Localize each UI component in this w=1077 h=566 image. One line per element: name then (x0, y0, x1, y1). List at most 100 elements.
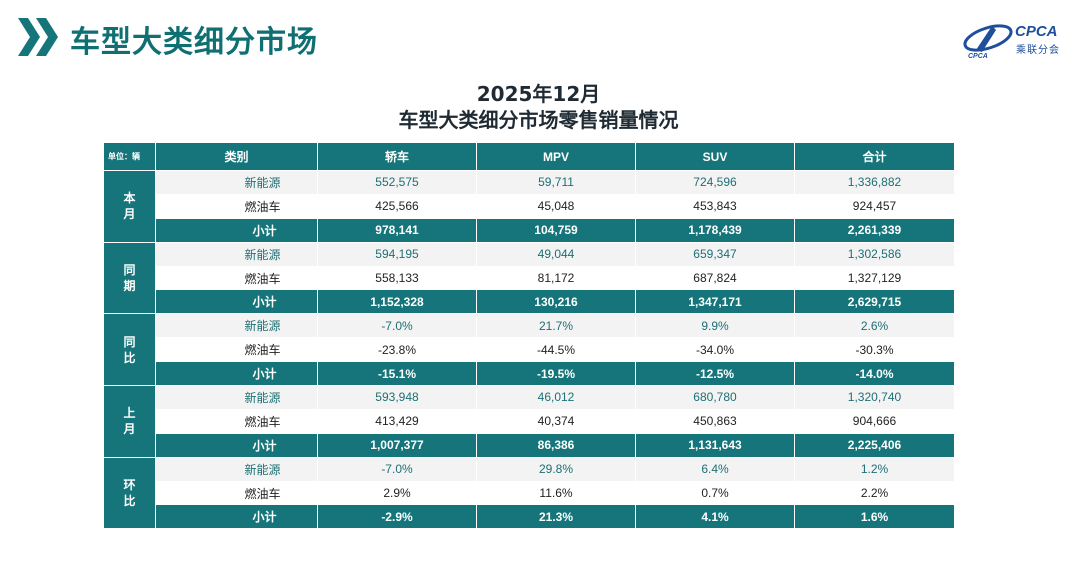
value-cell: 1,302,586 (794, 241, 955, 267)
value-cell: -2.9% (317, 504, 477, 530)
value-cell: -12.5% (635, 361, 795, 387)
table-row: 燃油车 425,566 45,048 453,843 924,457 (104, 193, 955, 219)
value-cell: -14.0% (794, 361, 955, 387)
value-cell: 130,216 (476, 289, 636, 315)
table-row: 燃油车 -23.8% -44.5% -34.0% -30.3% (104, 337, 955, 363)
category-cell: 小计 (155, 217, 318, 243)
value-cell: 49,044 (476, 241, 636, 267)
table-row: 燃油车 413,429 40,374 450,863 904,666 (104, 408, 955, 434)
table-row: 同比 新能源 -7.0% 21.7% 9.9% 2.6% (103, 313, 955, 387)
group-label: 本月 (103, 170, 156, 243)
value-cell: 978,141 (317, 217, 477, 243)
group-label-char: 月 (123, 422, 136, 437)
value-cell: 924,457 (794, 193, 955, 219)
category-cell: 燃油车 (155, 337, 318, 363)
sales-table: 单位：辆 类别 轿车 MPV SUV 合计 本月新能源 552,575 59,711… (103, 142, 955, 530)
value-cell: 1.2% (794, 456, 955, 482)
table-row: 本月新能源 552,575 59,711 724,596 1,336,882 (103, 170, 955, 243)
logo-text: CPCA (1015, 23, 1058, 40)
value-cell: -7.0% (317, 313, 477, 339)
cpca-logo-icon: CPCA (963, 24, 1013, 60)
table-row: 同期新能源 594,195 49,044 659,347 1,302,586 (103, 241, 955, 315)
group-label-char: 同 (123, 334, 136, 349)
page-title: 车型大类细分市场 (70, 25, 318, 60)
group-label-char: 上 (123, 406, 136, 421)
category-cell: 小计 (155, 361, 318, 387)
column-header: MPV (476, 142, 636, 171)
logo-subtext: 乘联分会 (1016, 45, 1060, 56)
group-label: 环比 (103, 456, 156, 530)
category-cell: 新能源 (155, 313, 318, 339)
value-cell: 2.9% (317, 480, 477, 506)
category-cell: 燃油车 (155, 193, 318, 219)
table-row: 燃油车 2.9% 11.6% 0.7% 2.2% (104, 480, 955, 506)
group-label: 上月 (103, 385, 156, 458)
group-label-char: 比 (123, 494, 136, 509)
value-cell: 2.6% (794, 313, 955, 339)
table-row: 环比新能源 -7.0% 29.8% 6.4% 1.2% (103, 456, 955, 530)
svg-text:CPCA: CPCA (968, 53, 988, 60)
value-cell: 104,759 (476, 217, 636, 243)
value-cell: 21.3% (476, 504, 636, 530)
category-cell: 小计 (155, 432, 318, 458)
category-cell: 小计 (155, 504, 318, 530)
column-header: 合计 (794, 142, 955, 171)
category-cell: 新能源 (155, 385, 318, 410)
value-cell: 558,133 (317, 265, 477, 291)
value-cell: -34.0% (635, 337, 795, 363)
table-row: 小计 -2.9% 21.3% 4.1% 1.6% (104, 504, 955, 530)
value-cell: -19.5% (476, 361, 636, 387)
value-cell: 450,863 (635, 408, 795, 434)
value-cell: 2,225,406 (794, 432, 955, 458)
value-cell: 1,007,377 (317, 432, 477, 458)
value-cell: 453,843 (635, 193, 795, 219)
value-cell: 29.8% (476, 456, 636, 482)
value-cell: 6.4% (635, 456, 795, 482)
table-row: 燃油车 558,133 81,172 687,824 1,327,129 (104, 265, 955, 291)
group-label-char: 月 (123, 207, 136, 222)
group-label-char: 同 (123, 263, 136, 277)
group-label: 同期 (103, 241, 156, 315)
group-label-char: 本 (123, 191, 136, 206)
value-cell: 2.2% (794, 480, 955, 506)
value-cell: 21.7% (476, 313, 636, 339)
report-date: 2025年12月 (476, 82, 601, 106)
value-cell: 40,374 (476, 408, 636, 434)
value-cell: 552,575 (317, 170, 477, 195)
value-cell: 413,429 (317, 408, 477, 434)
unit-label: 单位：辆 (103, 142, 156, 171)
value-cell: 724,596 (635, 170, 795, 195)
table-row: 小计 1,007,377 86,386 1,131,643 2,225,406 (104, 432, 955, 458)
value-cell: 86,386 (476, 432, 636, 458)
value-cell: 0.7% (635, 480, 795, 506)
category-cell: 小计 (155, 289, 318, 315)
category-cell: 新能源 (155, 456, 318, 482)
value-cell: 1,320,740 (794, 385, 955, 410)
value-cell: 425,566 (317, 193, 477, 219)
group-label-char: 期 (123, 279, 136, 293)
value-cell: 680,780 (635, 385, 795, 410)
value-cell: -44.5% (476, 337, 636, 363)
value-cell: -7.0% (317, 456, 477, 482)
value-cell: 1,327,129 (794, 265, 955, 291)
category-cell: 燃油车 (155, 408, 318, 434)
value-cell: 659,347 (635, 241, 795, 267)
page-header: 车型大类细分市场 CPCA CPCA 乘联分会 (0, 0, 1077, 74)
value-cell: 1,131,643 (635, 432, 795, 458)
value-cell: -23.8% (317, 337, 477, 363)
value-cell: 11.6% (476, 480, 636, 506)
value-cell: 59,711 (476, 170, 636, 195)
column-header: 轿车 (317, 142, 477, 171)
value-cell: 2,629,715 (794, 289, 955, 315)
value-cell: 9.9% (635, 313, 795, 339)
value-cell: -30.3% (794, 337, 955, 363)
group-label-char: 比 (123, 350, 136, 365)
value-cell: 4.1% (635, 504, 795, 530)
value-cell: 1,347,171 (635, 289, 795, 315)
group-label-char: 环 (123, 478, 136, 493)
table-row: 上月新能源 593,948 46,012 680,780 1,320,740 (103, 385, 955, 458)
value-cell: -15.1% (317, 361, 477, 387)
double-chevron-icon (18, 18, 58, 56)
value-cell: 1.6% (794, 504, 955, 530)
value-cell: 1,152,328 (317, 289, 477, 315)
